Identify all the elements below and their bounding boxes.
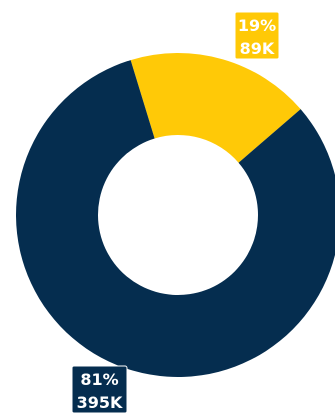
donut-slice-395k — [16, 60, 335, 377]
donut-slice-89k — [130, 52, 301, 163]
value-label: 89K — [240, 39, 275, 58]
donut-slices — [16, 52, 335, 377]
data-label-395k: 81% 395K — [71, 365, 128, 414]
data-label-89k: 19%89K — [234, 11, 280, 60]
value-label: 395K — [77, 393, 123, 412]
data-label-box — [234, 11, 280, 60]
percent-label: 81% — [80, 370, 118, 389]
percent-label: 19% — [238, 16, 276, 35]
data-label-box — [71, 365, 128, 414]
